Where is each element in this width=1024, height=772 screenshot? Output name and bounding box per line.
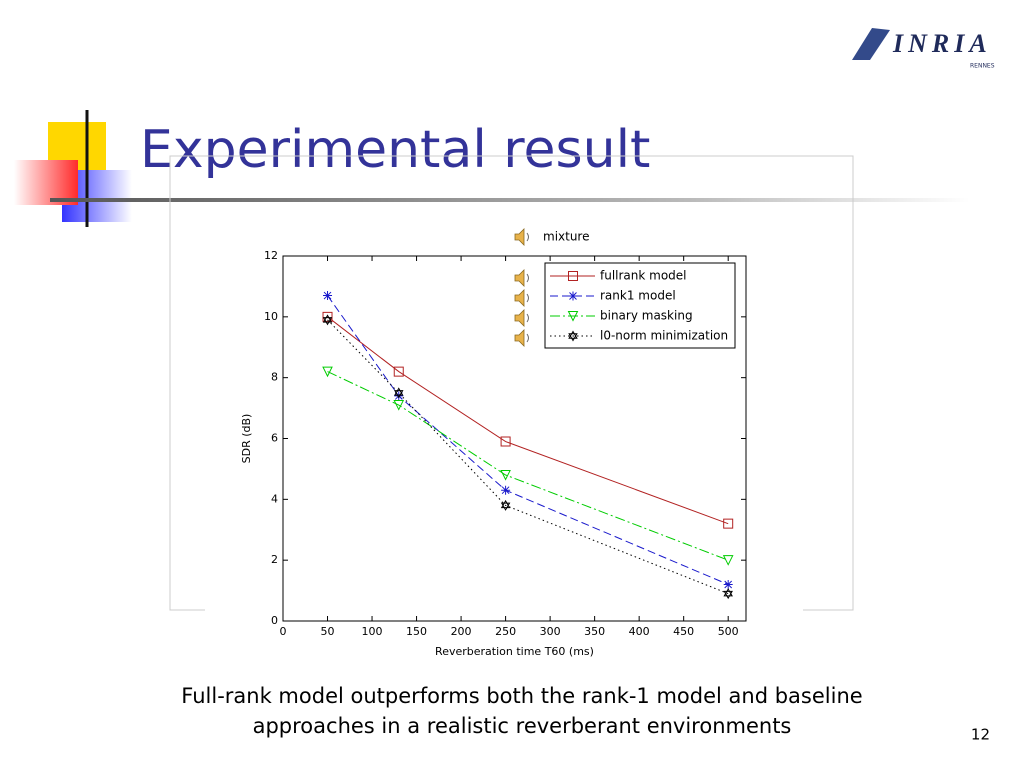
audio-wave bbox=[526, 333, 529, 343]
x-tick-label: 250 bbox=[495, 625, 516, 638]
marker bbox=[568, 291, 578, 301]
audio-wave bbox=[526, 273, 529, 283]
marker bbox=[500, 470, 511, 481]
x-tick-label: 50 bbox=[321, 625, 335, 638]
marker bbox=[568, 330, 578, 342]
audio-icons bbox=[514, 228, 529, 347]
y-tick-label: 10 bbox=[264, 310, 278, 323]
x-tick-label: 300 bbox=[540, 625, 561, 638]
x-tick-label: 100 bbox=[362, 625, 383, 638]
audio-icon bbox=[514, 289, 525, 307]
x-tick-label: 0 bbox=[280, 625, 287, 638]
y-tick-label: 4 bbox=[271, 492, 278, 505]
marker bbox=[393, 400, 405, 411]
y-tick-label: 8 bbox=[271, 371, 278, 384]
legend-label: binary masking bbox=[600, 309, 693, 323]
x-tick-label: 400 bbox=[629, 625, 650, 638]
x-tick-label: 500 bbox=[718, 625, 739, 638]
y-axis-label: SDR (dB) bbox=[240, 414, 253, 464]
marker bbox=[322, 314, 333, 326]
y-tick-label: 6 bbox=[271, 432, 278, 445]
marker bbox=[567, 311, 579, 322]
legend-label: l0-norm minimization bbox=[600, 329, 728, 343]
y-tick-label: 12 bbox=[264, 249, 278, 262]
marker bbox=[722, 555, 734, 566]
caption-line: approaches in a realistic reverberant en… bbox=[253, 714, 792, 738]
slide-title: Experimental result bbox=[140, 120, 650, 180]
title-rule bbox=[50, 198, 970, 202]
audio-wave bbox=[526, 293, 529, 303]
series-line bbox=[327, 295, 729, 585]
marker bbox=[323, 291, 333, 301]
x-tick-label: 350 bbox=[584, 625, 605, 638]
marker bbox=[500, 436, 511, 447]
deco-red bbox=[14, 160, 78, 205]
audio-icon bbox=[514, 228, 525, 246]
y-tick-label: 0 bbox=[271, 614, 278, 627]
legend-label: rank1 model bbox=[600, 289, 676, 303]
caption-line: Full-rank model outperforms both the ran… bbox=[181, 684, 862, 708]
marker bbox=[723, 588, 733, 600]
audio-wave bbox=[526, 232, 529, 242]
marker bbox=[501, 485, 511, 495]
marker bbox=[568, 271, 578, 281]
logo-mark bbox=[852, 28, 890, 60]
chart: 0 50 100 150 200 250 300 350 400 450 500 0 2 4 6 8 10 12 R… bbox=[240, 249, 747, 658]
legend-label: fullrank model bbox=[600, 269, 687, 283]
series-line bbox=[327, 371, 729, 561]
marker bbox=[723, 518, 734, 529]
page-number: 12 bbox=[971, 726, 990, 744]
logo: INRIA RENNES bbox=[852, 28, 995, 70]
audio-icon bbox=[514, 329, 525, 347]
audio-icon bbox=[514, 309, 525, 327]
x-tick-label: 200 bbox=[451, 625, 472, 638]
series-line bbox=[327, 319, 729, 595]
marker bbox=[393, 387, 404, 399]
x-tick-label: 450 bbox=[673, 625, 694, 638]
x-axis-label: Reverberation time T60 (ms) bbox=[435, 645, 594, 658]
logo-sub: RENNES bbox=[970, 63, 995, 70]
series-line bbox=[327, 316, 729, 525]
marker bbox=[322, 366, 333, 378]
audio-wave bbox=[526, 313, 529, 323]
marker bbox=[322, 311, 333, 322]
marker bbox=[394, 391, 404, 401]
y-tick-label: 2 bbox=[271, 553, 278, 566]
x-tick-label: 150 bbox=[406, 625, 427, 638]
marker bbox=[393, 366, 404, 377]
logo-text: INRIA bbox=[892, 29, 992, 58]
marker bbox=[500, 499, 511, 511]
audio-label: mixture bbox=[543, 230, 590, 244]
audio-icon bbox=[514, 269, 525, 287]
marker bbox=[723, 580, 733, 589]
